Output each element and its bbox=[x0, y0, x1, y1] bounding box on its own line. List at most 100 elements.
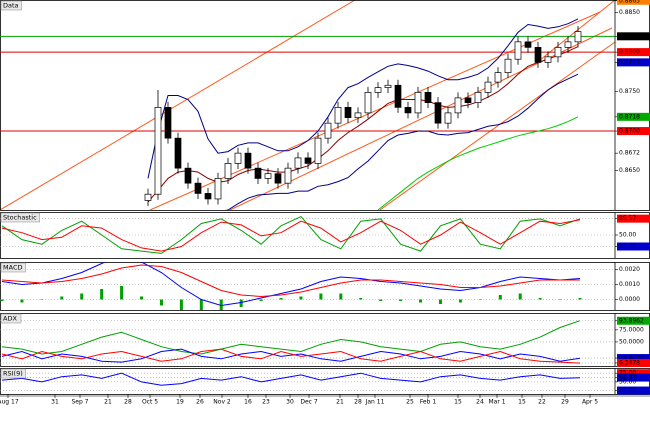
x-tick-label: 16 bbox=[244, 399, 252, 406]
x-tick-label: 21 bbox=[336, 399, 344, 406]
indicator-line bbox=[1, 348, 581, 364]
candle-body bbox=[284, 167, 292, 184]
plot-area bbox=[0, 372, 615, 391]
x-tick-label: Mar 1 bbox=[488, 399, 505, 406]
y-tick-label: 62.37 bbox=[619, 374, 636, 381]
candle-body bbox=[474, 92, 482, 103]
candle-body bbox=[524, 41, 532, 48]
panel-title-bg bbox=[0, 0, 22, 11]
indicator-line bbox=[224, 73, 579, 210]
histogram-bar bbox=[299, 296, 303, 300]
indicator-line bbox=[1, 262, 581, 307]
candle-body bbox=[334, 107, 342, 124]
tick-label-bg bbox=[617, 369, 650, 378]
x-tick-label: Sep 7 bbox=[71, 399, 88, 406]
histogram-bar bbox=[40, 299, 44, 300]
histogram-bar bbox=[259, 299, 263, 301]
histogram-bar bbox=[578, 298, 582, 300]
x-tick-label: 21 bbox=[104, 399, 112, 406]
panel-title: ADX bbox=[3, 315, 17, 323]
candle-body bbox=[244, 152, 252, 169]
x-tick-label: Feb 1 bbox=[420, 399, 437, 406]
y-tick-label: 6.3478 bbox=[619, 359, 640, 366]
histogram-bar bbox=[279, 298, 283, 300]
candle-body bbox=[324, 122, 332, 139]
x-tick-label: Aug 17 bbox=[0, 399, 19, 406]
candle-body bbox=[274, 173, 282, 184]
x-tick-label: Oct 5 bbox=[142, 399, 158, 406]
candle-body bbox=[174, 137, 182, 169]
x-tick-label: 28 bbox=[124, 399, 132, 406]
y-tick-label: 75.00 bbox=[619, 370, 636, 377]
x-tick-label: Jan 11 bbox=[365, 399, 385, 406]
candle-body bbox=[434, 102, 442, 124]
indicator-line bbox=[1, 348, 581, 363]
candle-body bbox=[414, 92, 422, 114]
y-tick-label: 0.8787 bbox=[619, 59, 640, 66]
y-tick-label: 93.8962 bbox=[619, 317, 644, 324]
x-tick-label: 30 bbox=[286, 399, 294, 406]
tick-label-bg bbox=[617, 58, 650, 67]
histogram-bar bbox=[319, 293, 323, 300]
candle-body bbox=[194, 182, 202, 194]
tick-label-bg bbox=[617, 112, 650, 121]
y-tick-label: 50.00 bbox=[619, 378, 636, 385]
y-tick-label: 16.4837 bbox=[619, 355, 644, 362]
tick-label-bg bbox=[617, 242, 650, 251]
tick-label-bg bbox=[617, 0, 650, 5]
y-tick-label: 0.8650 bbox=[619, 167, 640, 174]
y-tick-label: 0.0010 bbox=[619, 281, 640, 288]
y-tick-label: 25.00 bbox=[619, 243, 636, 250]
candle-body bbox=[144, 193, 152, 201]
histogram-bar bbox=[379, 299, 383, 301]
candle-body bbox=[544, 56, 552, 63]
indicator-line bbox=[1, 264, 580, 298]
indicator-line bbox=[377, 116, 579, 210]
histogram-bar bbox=[438, 299, 442, 304]
y-tick-label: 0.8750 bbox=[619, 88, 640, 95]
panel-title: Stochastic bbox=[3, 214, 37, 222]
x-tick-label: 26 bbox=[196, 399, 204, 406]
tick-label-bg bbox=[617, 358, 650, 367]
candle-body bbox=[264, 173, 272, 179]
x-tick-label: 15 bbox=[454, 399, 462, 406]
trend-line bbox=[0, 0, 356, 210]
candle-body bbox=[574, 31, 582, 43]
tick-label-bg bbox=[617, 354, 650, 363]
panel-title: RSI(9) bbox=[3, 370, 23, 378]
histogram-bar bbox=[339, 293, 343, 300]
histogram-bar bbox=[20, 299, 24, 303]
histogram-bar bbox=[419, 299, 423, 303]
candle-body bbox=[364, 92, 372, 114]
tick-label-bg bbox=[617, 214, 650, 223]
candle-body bbox=[294, 157, 302, 169]
y-tick-label: 0.8850 bbox=[619, 9, 640, 16]
x-tick-label: 25 bbox=[406, 399, 414, 406]
indicator-line bbox=[1, 320, 581, 355]
y-tick-label: 50.00 bbox=[619, 232, 636, 239]
x-tick-label: Apr 5 bbox=[582, 399, 598, 406]
candle-body bbox=[164, 107, 172, 139]
x-tick-label: 22 bbox=[538, 399, 546, 406]
candle-body bbox=[424, 92, 432, 103]
histogram-bar bbox=[219, 299, 223, 310]
y-tick-label: 0.8700 bbox=[619, 128, 640, 135]
y-tick-label: 0.0020 bbox=[619, 266, 640, 273]
y-tick-label: 85.57 bbox=[619, 215, 636, 222]
indicator-line bbox=[1, 372, 581, 386]
y-tick-label: 0.8672 bbox=[619, 150, 640, 157]
histogram-bar bbox=[120, 286, 124, 300]
plot-area bbox=[0, 262, 615, 310]
histogram-bar bbox=[498, 295, 502, 300]
panel-title: Data bbox=[3, 2, 19, 10]
histogram-bar bbox=[458, 299, 462, 303]
y-tick-label: 0.8820 bbox=[619, 33, 640, 40]
trend-line bbox=[539, 0, 615, 61]
histogram-bar bbox=[0, 299, 4, 301]
tick-label-bg bbox=[617, 316, 650, 325]
histogram-bar bbox=[359, 298, 363, 300]
x-tick-label: Nov 2 bbox=[213, 399, 231, 406]
candle-body bbox=[154, 107, 162, 195]
candle-body bbox=[184, 167, 192, 184]
candle-body bbox=[204, 193, 212, 200]
